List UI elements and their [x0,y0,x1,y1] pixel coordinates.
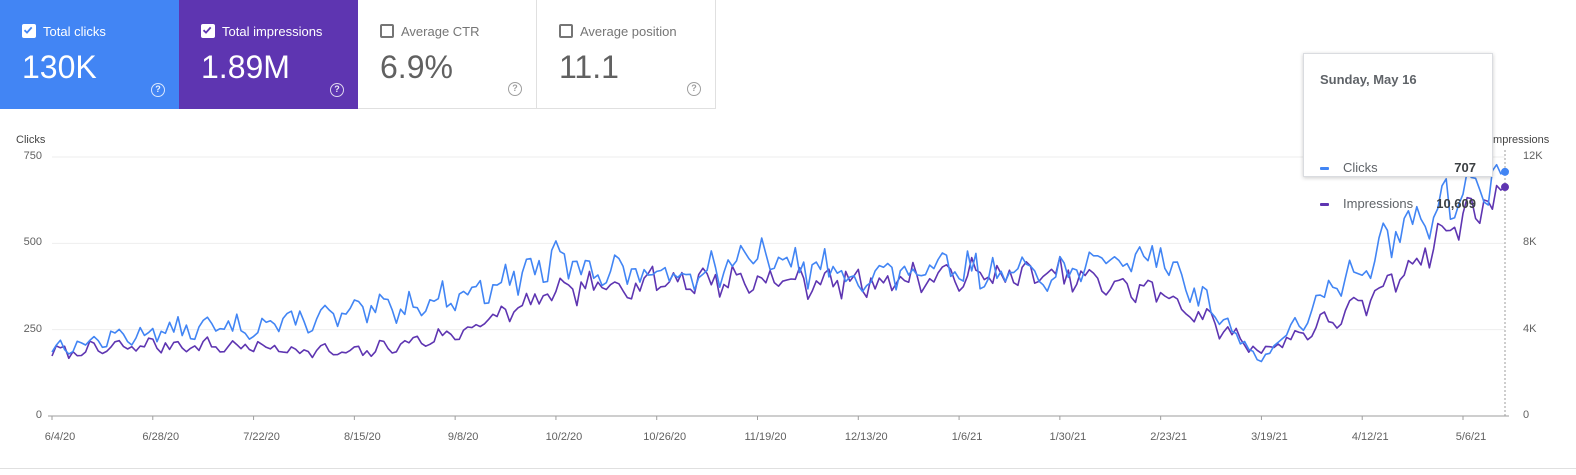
help-icon[interactable]: ? [151,83,165,97]
tooltip-date: Sunday, May 16 [1320,72,1417,87]
total-impressions-label: Total impressions [222,24,323,39]
tooltip-clicks-name: Clicks [1343,160,1378,175]
clicks-hover-point [1501,167,1509,176]
tooltip-clicks-value: 707 [1454,160,1476,175]
x-axis-tick-label: 11/19/20 [744,431,787,443]
tooltip-row-clicks: Clicks 707 [1320,160,1476,176]
help-icon[interactable]: ? [687,82,701,96]
tooltip-impressions-name: Impressions [1343,196,1414,211]
right-axis-tick-label: 12K [1523,150,1543,162]
x-axis-tick-label: 2/23/21 [1150,431,1187,443]
x-axis-tick-label: 7/22/20 [243,431,280,443]
total-impressions-checkbox[interactable] [201,24,215,38]
right-axis-tick-label: 8K [1523,236,1537,249]
x-axis-tick-label: 10/26/20 [643,431,687,443]
check-icon [23,26,33,34]
x-axis-tick-label: 1/6/21 [951,431,983,443]
average-position-checkbox[interactable] [559,24,573,38]
right-axis-tick-label: 0 [1523,409,1530,421]
total-clicks-value: 130K [22,49,97,85]
average-ctr-value: 6.9% [380,49,453,85]
x-axis-tick-label: 8/15/20 [343,431,381,443]
help-icon[interactable]: ? [330,83,344,97]
bottom-divider [0,468,1576,469]
average-position-card[interactable]: Average position 11.1 ? [537,0,716,109]
average-position-label: Average position [580,24,677,39]
right-axis-title: Impressions [1490,134,1550,146]
x-axis-tick-label: 9/8/20 [447,431,479,443]
impressions-hover-point [1501,183,1509,192]
clicks-swatch [1320,167,1329,170]
help-icon[interactable]: ? [508,82,522,96]
total-impressions-value: 1.89M [201,49,290,85]
left-axis-tick-label: 250 [23,322,42,335]
x-axis-tick-label: 6/4/20 [44,431,76,443]
average-ctr-card[interactable]: Average CTR 6.9% ? [358,0,537,109]
total-impressions-card[interactable]: Total impressions 1.89M ? [179,0,358,109]
total-clicks-checkbox[interactable] [22,24,36,38]
tooltip-row-impressions: Impressions 10,609 [1320,196,1476,212]
x-axis-tick-label: 12/13/20 [844,431,888,443]
x-axis-tick-label: 3/19/21 [1251,431,1288,443]
x-axis-tick-label: 6/28/20 [142,431,180,443]
left-axis-tick-label: 750 [23,150,42,162]
total-clicks-card[interactable]: Total clicks 130K ? [0,0,179,109]
total-clicks-label: Total clicks [43,24,106,39]
x-axis-tick-label: 10/2/20 [545,431,583,443]
chart-tooltip: Sunday, May 16 Clicks 707 Impressions 10… [1303,53,1493,211]
metric-cards: Total clicks 130K ? Total impressions 1.… [0,0,716,109]
x-axis-tick-label: 4/12/21 [1351,431,1389,443]
left-axis-title: Clicks [16,134,46,146]
average-ctr-checkbox[interactable] [380,24,394,38]
check-icon [202,26,212,34]
right-axis-tick-label: 4K [1523,322,1537,335]
impressions-swatch [1320,203,1329,206]
clicks-line [51,163,1506,363]
left-axis-tick-label: 0 [35,409,42,421]
tooltip-impressions-value: 10,609 [1436,196,1476,211]
x-axis-tick-label: 1/30/21 [1049,431,1087,443]
impressions-line [51,184,1506,360]
left-axis-tick-label: 500 [23,236,42,249]
average-position-value: 11.1 [559,49,619,85]
x-axis-tick-label: 5/6/21 [1455,431,1487,443]
average-ctr-label: Average CTR [401,24,480,39]
